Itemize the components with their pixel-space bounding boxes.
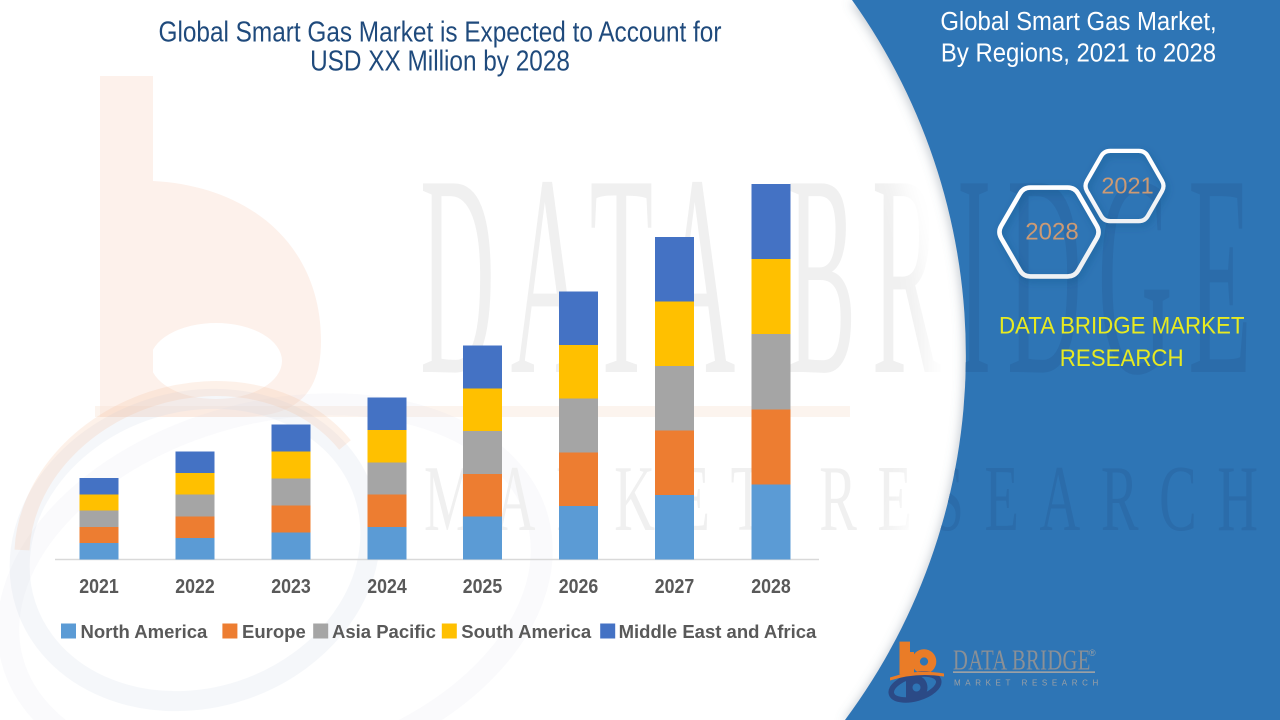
svg-text:Asia Pacific: Asia Pacific	[332, 621, 436, 642]
svg-text:RESEARCH: RESEARCH	[1060, 344, 1184, 371]
svg-text:Global Smart Gas Market,: Global Smart Gas Market,	[940, 7, 1216, 36]
svg-text:MARKET RESEARCH: MARKET RESEARCH	[954, 679, 1103, 688]
svg-text:2027: 2027	[655, 576, 695, 598]
svg-text:2022: 2022	[175, 576, 215, 598]
svg-text:Global Smart Gas Market is Exp: Global Smart Gas Market is Expected to A…	[159, 16, 722, 48]
svg-text:2028: 2028	[751, 576, 791, 598]
svg-text:2025: 2025	[463, 576, 503, 598]
svg-text:South America: South America	[461, 621, 592, 642]
svg-text:USD XX Million by 2028: USD XX Million by 2028	[310, 45, 570, 77]
svg-text:®: ®	[1089, 648, 1096, 658]
svg-text:North America: North America	[81, 621, 209, 642]
svg-text:2021: 2021	[79, 576, 119, 598]
svg-text:2026: 2026	[559, 576, 599, 598]
svg-text:Middle East and Africa: Middle East and Africa	[619, 621, 817, 642]
svg-text:DATA BRIDGE: DATA BRIDGE	[953, 645, 1091, 676]
svg-text:2021: 2021	[1101, 173, 1153, 199]
svg-text:Europe: Europe	[242, 621, 306, 642]
svg-text:DATA BRIDGE MARKET: DATA BRIDGE MARKET	[999, 312, 1245, 339]
svg-text:2023: 2023	[271, 576, 311, 598]
svg-text:By Regions, 2021 to 2028: By Regions, 2021 to 2028	[941, 39, 1216, 68]
svg-text:2028: 2028	[1025, 219, 1078, 246]
svg-text:2024: 2024	[367, 576, 407, 598]
